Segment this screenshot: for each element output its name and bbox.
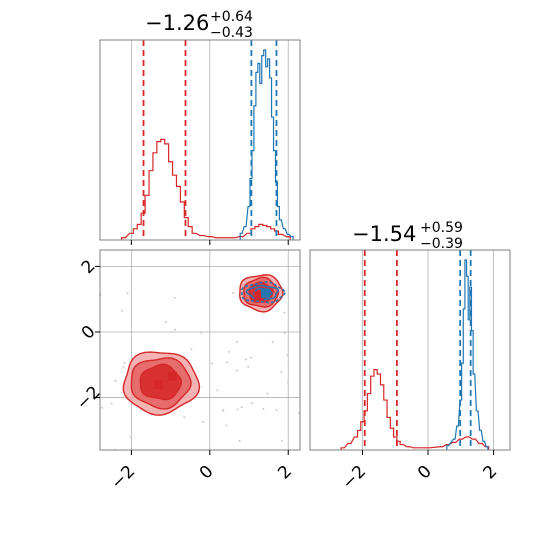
scatter-point bbox=[244, 358, 247, 361]
scatter-point bbox=[280, 439, 283, 442]
scatter-point bbox=[286, 381, 289, 384]
y-marginal-frame bbox=[309, 249, 511, 451]
scatter-point bbox=[240, 406, 243, 409]
marker-square-blue bbox=[260, 288, 270, 298]
scatter-point bbox=[283, 331, 286, 334]
scatter-point bbox=[121, 309, 124, 312]
x-marginal-series bbox=[120, 49, 294, 240]
x-marginal-grid bbox=[130, 40, 289, 240]
y-marginal-x-tick-label: 2 bbox=[480, 462, 502, 484]
y-marginal-ticks bbox=[361, 450, 495, 455]
scatter-point bbox=[164, 321, 167, 324]
contour-blue-level-1 bbox=[245, 284, 279, 301]
scatter-point bbox=[225, 424, 228, 427]
x-marginal-ticks bbox=[130, 240, 289, 245]
2d-density-panel bbox=[95, 249, 301, 455]
scatter-point bbox=[235, 340, 238, 343]
scatter-point bbox=[110, 402, 113, 405]
y-marginal-x-tick-label: 0 bbox=[414, 462, 436, 484]
scatter-point bbox=[216, 389, 219, 392]
scatter-point bbox=[211, 362, 214, 365]
marker-square-red bbox=[254, 291, 264, 301]
scatter-point bbox=[236, 408, 239, 411]
y-title-upper: +0.59 bbox=[420, 220, 463, 236]
y-marginal-histogram-panel bbox=[309, 249, 511, 455]
histogram-step-blue bbox=[446, 259, 489, 450]
scatter-point bbox=[247, 365, 250, 368]
scatter-point bbox=[126, 292, 129, 295]
scatter-point bbox=[280, 371, 283, 374]
scatter-point bbox=[227, 350, 230, 353]
scatter-point bbox=[101, 406, 104, 409]
y-marginal-x-tick-label: −2 bbox=[338, 462, 370, 494]
2d-x-tick-label: −2 bbox=[107, 462, 139, 494]
2d-grid bbox=[100, 250, 300, 450]
2d-markers bbox=[154, 288, 270, 389]
x-marginal-frame bbox=[99, 39, 301, 241]
x-marginal-quantile-lines bbox=[142, 40, 278, 240]
y-title: −1.54 bbox=[352, 222, 416, 246]
scatter-point bbox=[225, 361, 228, 364]
scatter-point bbox=[266, 392, 269, 395]
scatter-point bbox=[262, 407, 265, 410]
y-title-main: −1.54 bbox=[352, 222, 416, 246]
scatter-point bbox=[283, 311, 286, 314]
scatter-point bbox=[238, 439, 241, 442]
x-title-lower: −0.43 bbox=[210, 25, 253, 41]
scatter-point bbox=[250, 356, 253, 359]
scatter-point bbox=[123, 361, 126, 364]
scatter-point bbox=[199, 331, 202, 334]
x-marginal-histogram-panel bbox=[99, 39, 301, 245]
2d-ticks bbox=[95, 265, 289, 455]
histogram-step-blue bbox=[239, 49, 294, 240]
scatter-point bbox=[122, 365, 125, 368]
scatter-point bbox=[235, 369, 238, 372]
scatter-point bbox=[129, 435, 132, 438]
scatter-point bbox=[201, 420, 204, 423]
contour-blue-level-0 bbox=[240, 281, 286, 304]
y-title-lower: −0.39 bbox=[420, 236, 463, 252]
scatter-point bbox=[222, 409, 225, 412]
2d-x-tick-label: 2 bbox=[274, 462, 296, 484]
histogram-step-red bbox=[340, 369, 490, 450]
2d-frame bbox=[99, 249, 301, 451]
2d-y-tick-label: 0 bbox=[78, 322, 100, 344]
y-marginal-quantile-lines bbox=[363, 250, 472, 450]
scatter-point bbox=[275, 409, 278, 412]
scatter-point bbox=[173, 296, 176, 299]
marker-square-red bbox=[154, 379, 164, 389]
scatter-point bbox=[114, 379, 117, 382]
2d-x-tick-label: 0 bbox=[196, 462, 218, 484]
x-title-upper: +0.64 bbox=[210, 9, 253, 25]
histogram-step-red bbox=[120, 138, 291, 240]
x-title: −1.26 bbox=[145, 11, 209, 35]
scatter-point bbox=[251, 402, 254, 405]
scatter-point bbox=[231, 291, 234, 294]
scatter-point bbox=[173, 328, 176, 331]
scatter-point bbox=[190, 348, 193, 351]
2d-y-tick-label: 2 bbox=[78, 256, 100, 278]
y-marginal-series bbox=[340, 259, 490, 450]
x-title-main: −1.26 bbox=[145, 11, 209, 35]
scatter-point bbox=[271, 341, 274, 344]
scatter-point bbox=[183, 416, 186, 419]
y-marginal-grid bbox=[362, 250, 495, 450]
marker-square-red bbox=[168, 371, 178, 381]
scatter-point bbox=[286, 354, 289, 357]
